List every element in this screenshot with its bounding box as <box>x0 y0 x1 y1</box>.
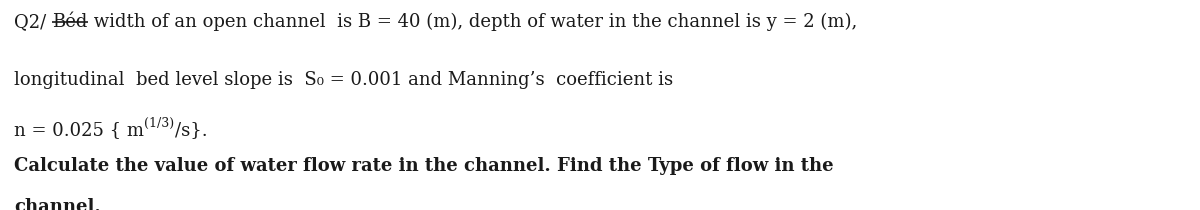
Text: Calculate the value of water flow rate in the channel. Find the Type of flow in : Calculate the value of water flow rate i… <box>14 157 834 175</box>
Text: width of an open channel  is B = 40 (m), depth of water in the channel is y = 2 : width of an open channel is B = 40 (m), … <box>88 13 857 31</box>
Text: n = 0.025 { m: n = 0.025 { m <box>14 121 144 139</box>
Text: /s}.: /s}. <box>174 121 208 139</box>
Text: longitudinal  bed level slope is  S₀ = 0.001 and Manning’s  coefficient is: longitudinal bed level slope is S₀ = 0.0… <box>14 71 673 89</box>
Text: (1/3): (1/3) <box>144 117 174 130</box>
Text: channel.: channel. <box>14 198 101 210</box>
Text: Q2/: Q2/ <box>14 13 53 31</box>
Text: Béd: Béd <box>53 13 88 31</box>
